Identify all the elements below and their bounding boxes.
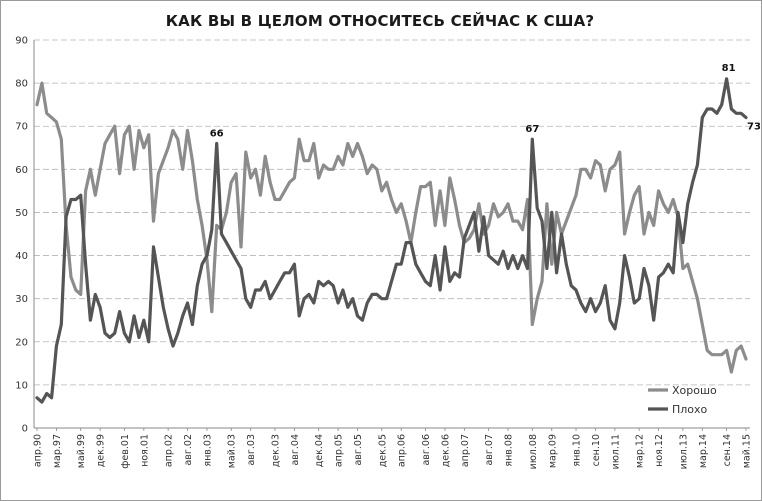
legend: Хорошо Плохо xyxy=(648,384,717,416)
x-tick-label: май.15 xyxy=(742,434,753,468)
x-tick-label: июл.13 xyxy=(678,434,689,469)
y-tick-label: 10 xyxy=(15,380,28,391)
data-label: 81 xyxy=(722,63,736,74)
x-tick-label: июл.11 xyxy=(610,434,621,469)
y-tick-label: 0 xyxy=(22,424,28,435)
data-label: 66 xyxy=(210,128,224,139)
x-tick-label: дек.99 xyxy=(96,434,107,467)
data-label: 73 xyxy=(747,122,760,133)
x-tick-label: сен.14 xyxy=(722,434,733,466)
chart-title: КАК ВЫ В ЦЕЛОМ ОТНОСИТЕСЬ СЕЙЧАС К США? xyxy=(165,12,595,30)
data-label: 67 xyxy=(525,124,539,135)
x-tick-label: авг.07 xyxy=(484,434,495,466)
x-tick-label: мар.97 xyxy=(52,434,63,468)
x-tick-label: мар.09 xyxy=(547,434,558,468)
data-labels: 66 67 81 73 xyxy=(210,63,760,140)
x-tick-label: янв.10 xyxy=(572,434,583,467)
x-tick-label: авг.05 xyxy=(353,434,364,466)
y-tick-label: 90 xyxy=(15,36,28,47)
x-tick-label: дек.03 xyxy=(270,434,281,467)
x-tick-label: апр.07 xyxy=(460,434,471,467)
x-tick-label: апр.90 xyxy=(33,434,44,467)
x-tick-label: ноя.01 xyxy=(139,434,150,467)
series-lines xyxy=(35,77,748,404)
y-tick-label: 80 xyxy=(15,79,28,90)
x-tick-label: дек.05 xyxy=(377,434,388,467)
x-tick-label: апр.05 xyxy=(334,434,345,467)
axes: 0 10 20 30 40 50 60 70 80 90 апр.90 мар.97 май.99 дек… xyxy=(15,36,752,470)
y-tick-label: 40 xyxy=(15,251,28,262)
y-tick-label: 30 xyxy=(15,294,28,305)
x-tick-label: май.99 xyxy=(76,434,87,468)
x-tick-label: май.03 xyxy=(227,434,238,468)
legend-label-good: Хорошо xyxy=(672,384,717,397)
legend-label-bad: Плохо xyxy=(672,403,708,416)
x-tick-label: ноя.12 xyxy=(654,434,665,467)
x-tick-label: мар.12 xyxy=(635,434,646,468)
y-tick-label: 50 xyxy=(15,208,28,219)
x-tick-label: авг.02 xyxy=(183,434,194,466)
x-tick-label: сен.10 xyxy=(591,434,602,466)
x-tick-label: авг.06 xyxy=(421,434,432,466)
y-tick-label: 20 xyxy=(15,337,28,348)
x-tick-label: июл.08 xyxy=(528,434,539,469)
x-tick-label: авг.04 xyxy=(290,434,301,466)
x-tick-label: фев.01 xyxy=(120,434,131,469)
y-tick-label: 60 xyxy=(15,165,28,176)
series-line-good xyxy=(35,81,748,374)
y-tick-label: 70 xyxy=(15,122,28,133)
x-tick-label: мар.14 xyxy=(698,434,709,468)
x-tick-label: апр.02 xyxy=(164,434,175,467)
series-line-bad xyxy=(35,77,748,404)
x-tick-label: дек.06 xyxy=(440,434,451,467)
x-tick-label: янв.08 xyxy=(504,434,515,467)
x-tick-label: апр.06 xyxy=(397,434,408,467)
x-tick-label: авг.03 xyxy=(246,434,257,466)
x-tick-label: дек.04 xyxy=(314,434,325,467)
x-tick-label: янв.03 xyxy=(202,434,213,467)
